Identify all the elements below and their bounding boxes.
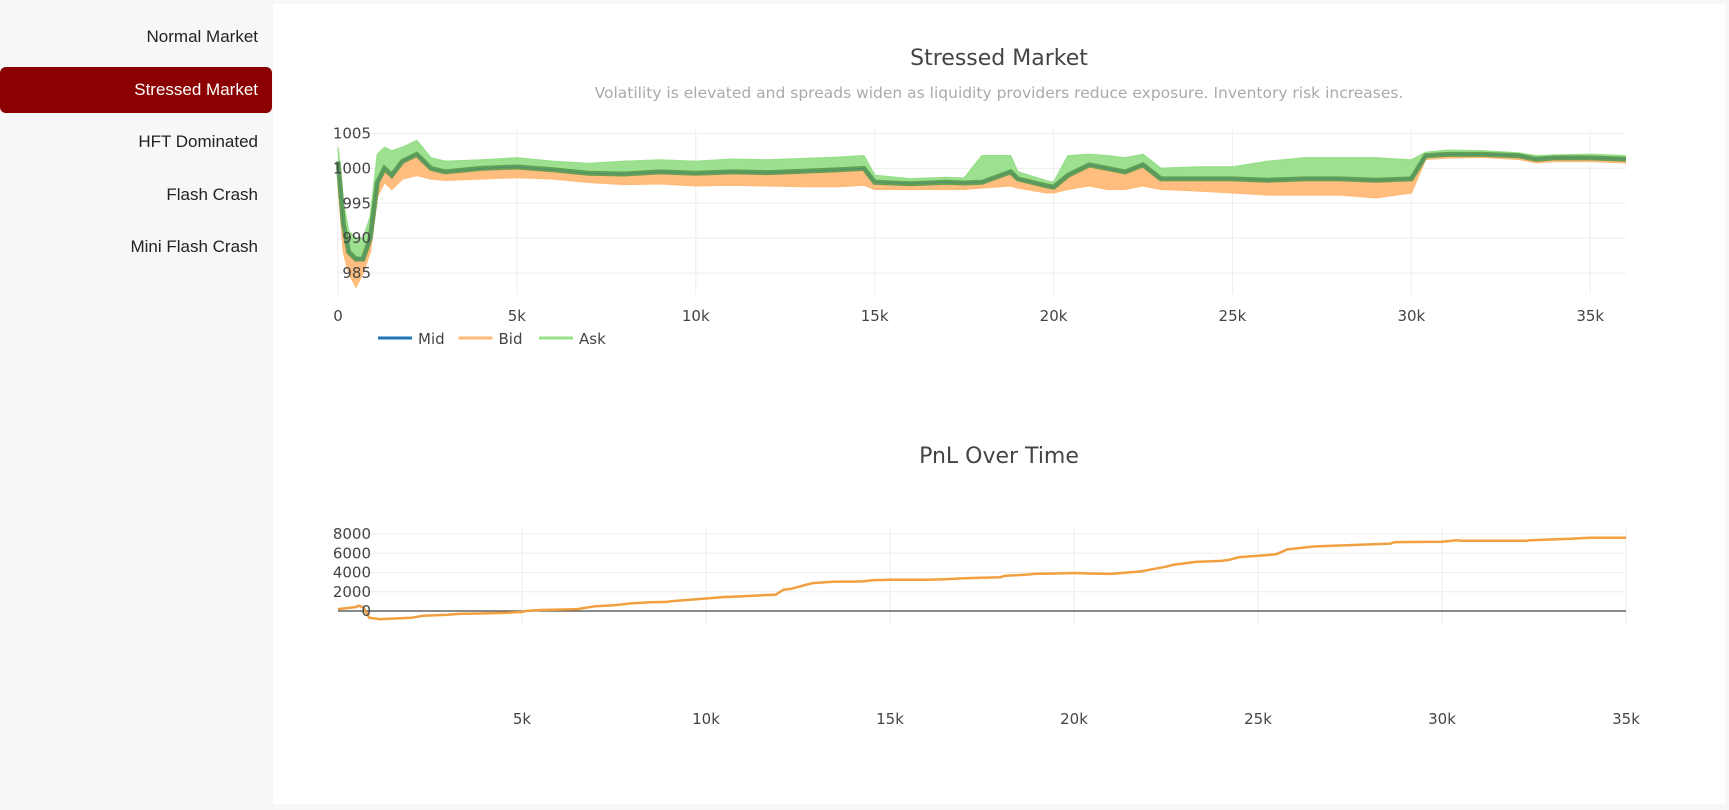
price-chart-x-tick: 5k xyxy=(508,307,527,325)
price-chart-x-tick: 20k xyxy=(1040,307,1068,325)
price-chart-x-tick: 30k xyxy=(1397,307,1425,325)
price-chart-x-tick: 10k xyxy=(682,307,710,325)
legend-label[interactable]: Ask xyxy=(579,330,606,344)
sidebar-item-stressed-market[interactable]: Stressed Market xyxy=(0,67,272,113)
bid-band xyxy=(338,154,1626,287)
price-chart-legend: Mid Bid Ask xyxy=(378,330,606,344)
sidebar-item-flash-crash[interactable]: Flash Crash xyxy=(166,185,258,204)
price-chart-y-tick: 995 xyxy=(342,194,371,212)
sidebar-item-mini-flash-crash[interactable]: Mini Flash Crash xyxy=(130,237,258,256)
pnl-chart-x-tick: 10k xyxy=(692,710,720,728)
price-chart-subtitle: Volatility is elevated and spreads widen… xyxy=(595,84,1404,102)
pnl-chart-y-tick: 0 xyxy=(361,602,371,620)
price-chart-y-tick: 1005 xyxy=(333,124,371,142)
mid-line xyxy=(337,153,1627,260)
price-chart-title: Stressed Market xyxy=(910,46,1088,71)
price-chart: Stressed Market Volatility is elevated a… xyxy=(333,46,1627,344)
pnl-chart-y-tick: 2000 xyxy=(333,583,371,601)
bid-line xyxy=(337,156,1627,289)
ask-line xyxy=(337,139,1627,239)
mid-overlap-band xyxy=(335,151,1627,262)
price-chart-x-tick: 35k xyxy=(1576,307,1604,325)
sidebar-item-hft-dominated[interactable]: HFT Dominated xyxy=(138,132,258,151)
pnl-chart-y-tick: 6000 xyxy=(333,544,371,562)
price-chart-x-tick: 0 xyxy=(333,307,343,325)
pnl-chart-x-tick: 30k xyxy=(1428,710,1456,728)
price-chart-x-tick: 15k xyxy=(861,307,889,325)
price-chart-y-tick: 1000 xyxy=(333,159,371,177)
main-panel: Stressed Market Volatility is elevated a… xyxy=(273,4,1725,804)
sidebar-item-normal-market[interactable]: Normal Market xyxy=(146,27,258,46)
price-chart-x-tick: 25k xyxy=(1219,307,1247,325)
pnl-chart-x-tick: 5k xyxy=(513,710,532,728)
pnl-chart-y-tick: 4000 xyxy=(333,564,371,582)
pnl-chart-y-tick: 8000 xyxy=(333,525,371,543)
legend-label[interactable]: Mid xyxy=(418,330,445,344)
pnl-chart-x-tick: 35k xyxy=(1612,710,1640,728)
pnl-chart-x-tick: 15k xyxy=(876,710,904,728)
pnl-chart-x-tick: 25k xyxy=(1244,710,1272,728)
price-chart-y-tick: 990 xyxy=(342,229,371,247)
pnl-chart-title: PnL Over Time xyxy=(919,444,1079,469)
legend-label[interactable]: Bid xyxy=(499,330,523,344)
pnl-chart-x-tick: 20k xyxy=(1060,710,1088,728)
pnl-line xyxy=(337,536,1626,621)
price-chart-y-tick: 985 xyxy=(342,264,371,282)
pnl-chart: PnL Over Time 5k 10k 15k 20k 25k 30k 35k 02000… xyxy=(333,444,1640,728)
sidebar: Normal Market Stressed Market HFT Domina… xyxy=(0,0,272,810)
